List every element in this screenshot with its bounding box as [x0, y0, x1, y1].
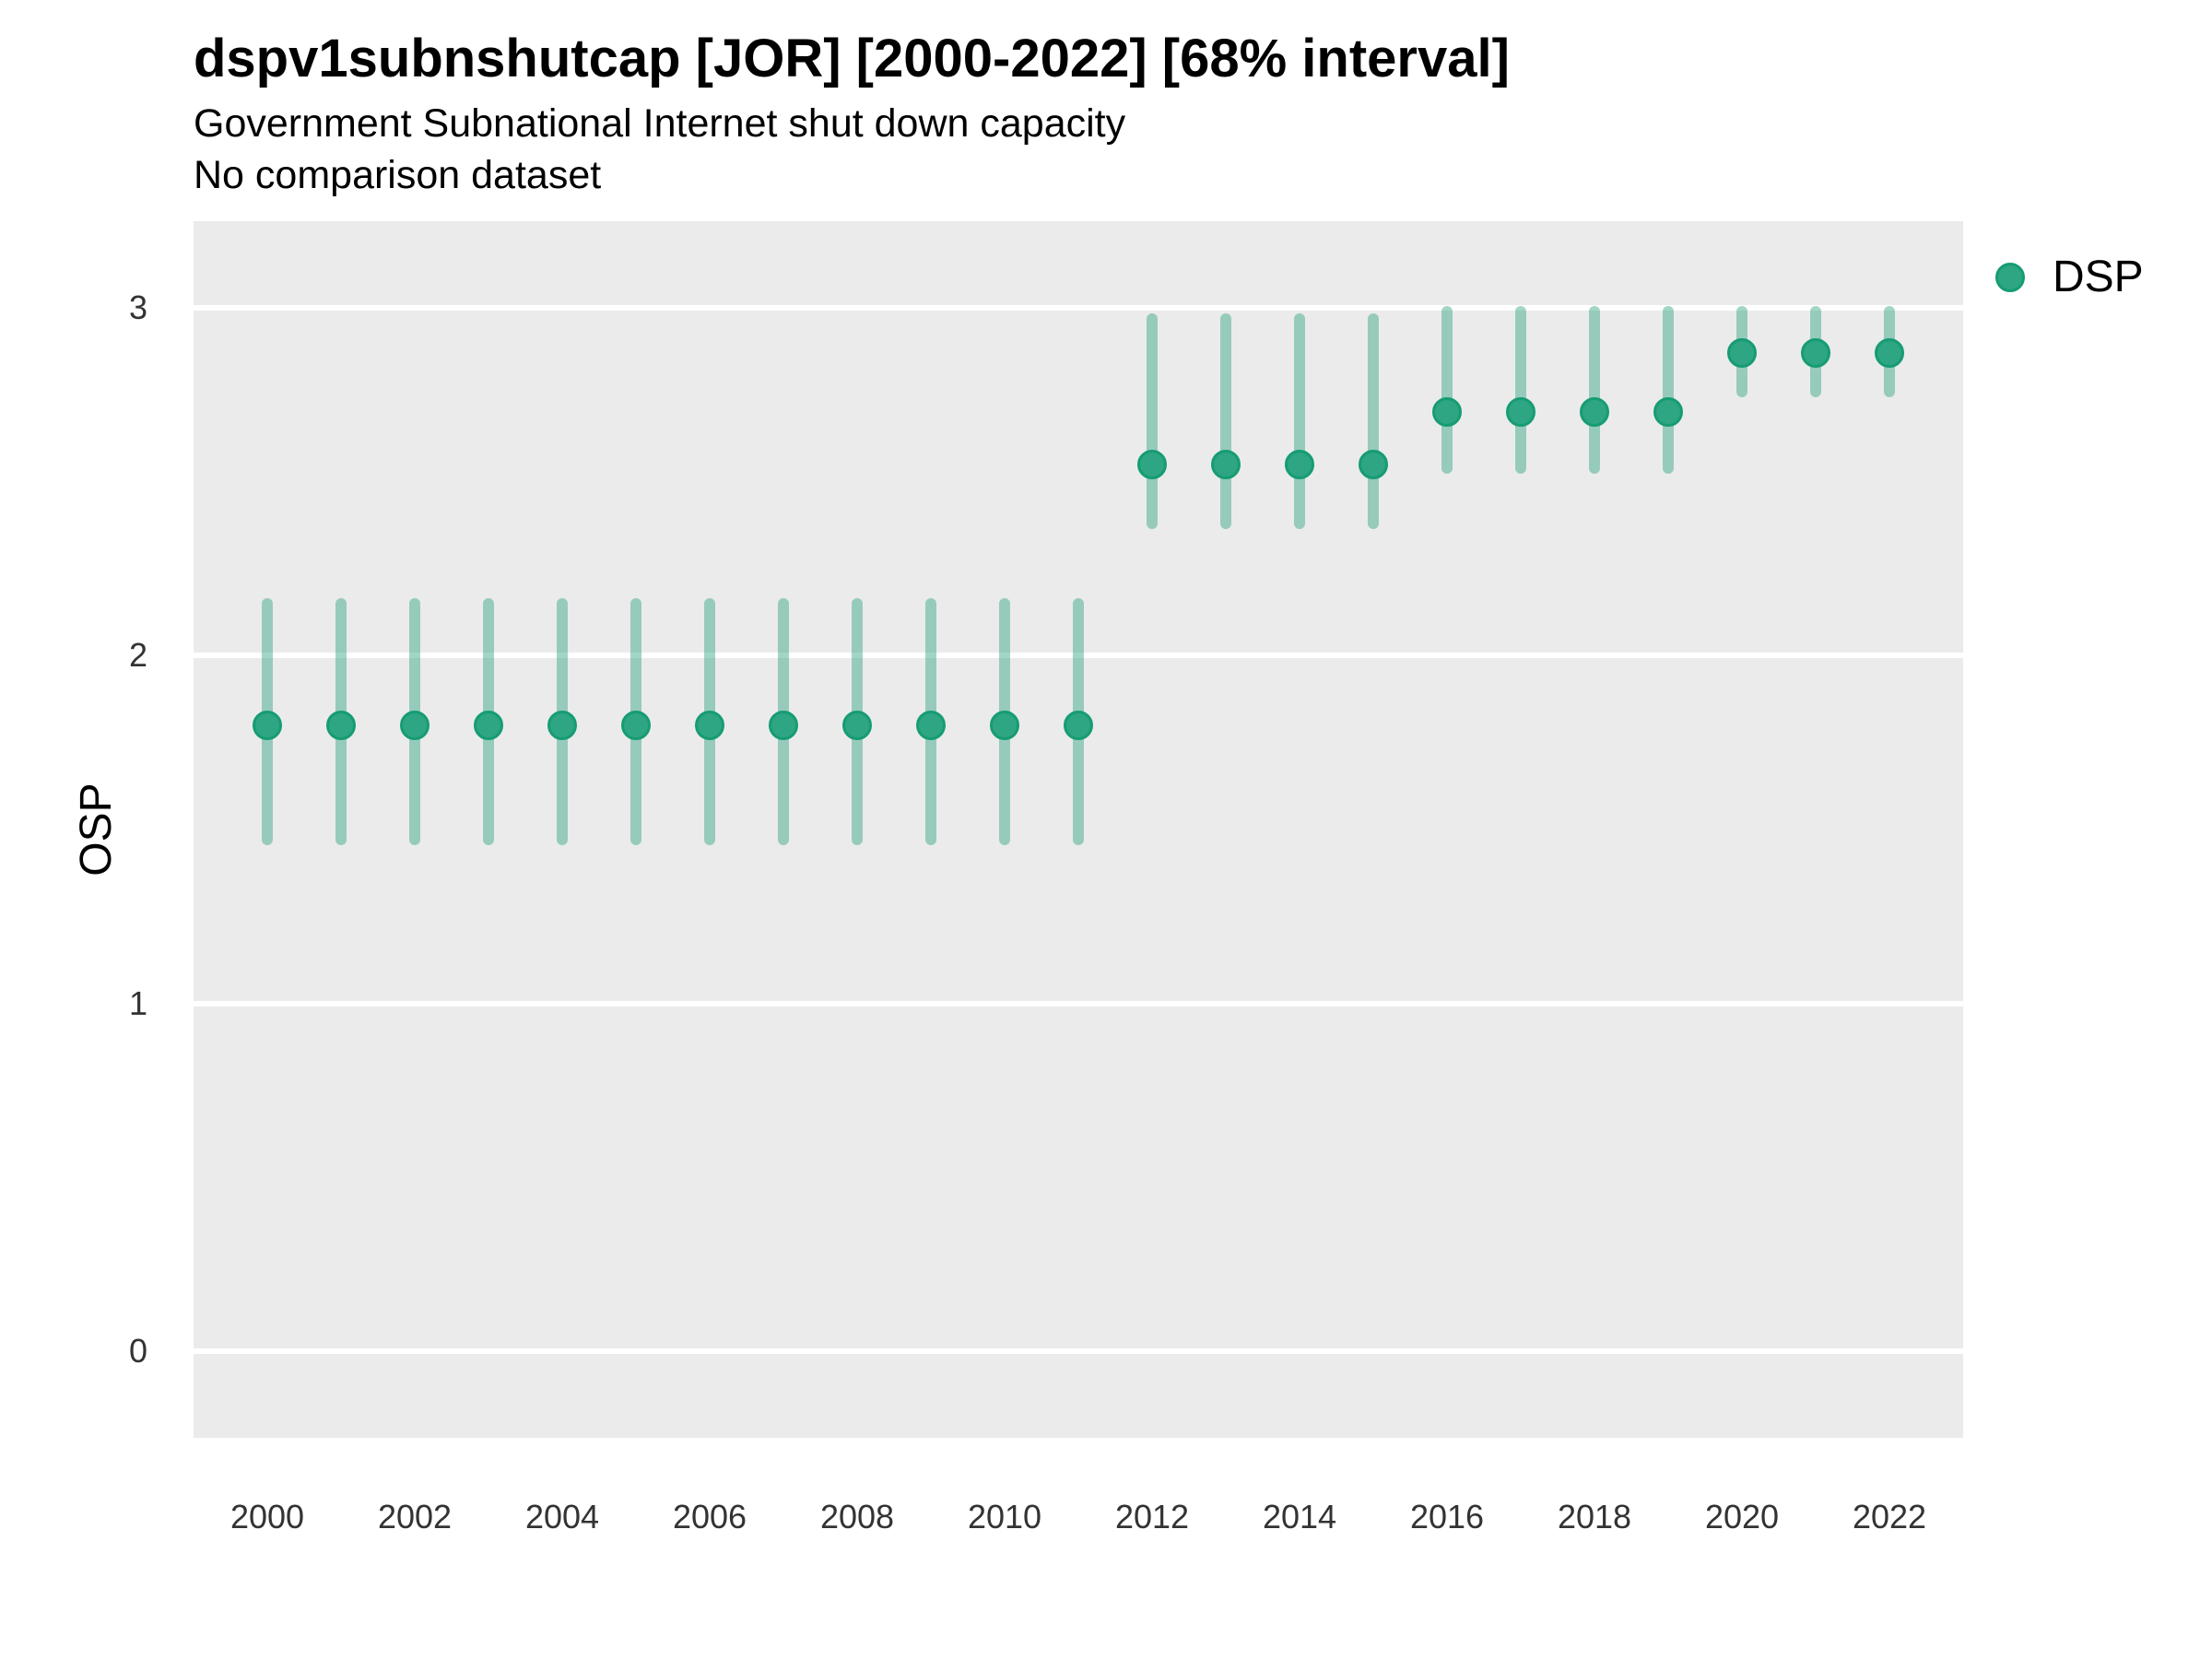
data-point-2006 — [695, 710, 724, 740]
data-point-2004 — [547, 710, 577, 740]
y-tick-label-1: 1 — [128, 983, 147, 1022]
data-point-2007 — [769, 710, 798, 740]
comparison-note: No comparison dataset — [194, 153, 602, 197]
data-point-2015 — [1359, 450, 1388, 479]
data-point-2019 — [1653, 397, 1683, 428]
interval-bar-2019 — [1663, 306, 1674, 474]
data-point-2016 — [1432, 397, 1462, 428]
data-point-2011 — [1064, 710, 1093, 740]
x-tick-label-2018: 2018 — [1557, 1498, 1632, 1535]
gridline-y-3 — [194, 305, 1963, 312]
interval-bar-2015 — [1368, 312, 1379, 530]
data-point-2002 — [400, 710, 429, 740]
x-tick-label-2016: 2016 — [1409, 1498, 1485, 1535]
x-tick-label-2014: 2014 — [1262, 1498, 1337, 1535]
x-tick-label-2004: 2004 — [524, 1498, 600, 1535]
data-point-2005 — [621, 710, 651, 740]
data-point-2014 — [1285, 450, 1314, 479]
data-point-2009 — [916, 710, 946, 740]
interval-bar-2014 — [1294, 312, 1305, 530]
y-tick-label-0: 0 — [128, 1331, 147, 1370]
data-point-2001 — [326, 710, 356, 740]
y-tick-label-2: 2 — [128, 636, 147, 675]
x-tick-label-2022: 2022 — [1852, 1498, 1927, 1535]
data-point-2010 — [990, 710, 1019, 740]
data-point-2017 — [1506, 397, 1535, 428]
legend-label: DSP — [2053, 253, 2144, 301]
gridline-y-0 — [194, 1347, 1963, 1354]
interval-bar-2016 — [1441, 306, 1453, 474]
interval-bar-2018 — [1589, 306, 1600, 474]
plot-panel — [194, 221, 1963, 1438]
legend-dot-icon — [1995, 263, 2025, 292]
x-tick-label-2006: 2006 — [672, 1498, 747, 1535]
y-axis-title: OSP — [72, 782, 121, 877]
data-point-2020 — [1727, 338, 1757, 369]
x-tick-label-2002: 2002 — [377, 1498, 453, 1535]
interval-bar-2012 — [1147, 312, 1158, 530]
page-subtitle: Government Subnational Internet shut dow… — [194, 101, 1126, 146]
data-point-2022 — [1875, 338, 1904, 369]
y-tick-label-3: 3 — [128, 288, 147, 327]
data-point-2008 — [842, 710, 872, 740]
data-point-2021 — [1801, 338, 1830, 369]
data-point-2012 — [1137, 450, 1167, 479]
x-tick-label-2020: 2020 — [1704, 1498, 1780, 1535]
interval-bar-2017 — [1515, 306, 1526, 474]
x-tick-label-2010: 2010 — [967, 1498, 1042, 1535]
interval-bar-2013 — [1220, 312, 1231, 530]
x-tick-label-2008: 2008 — [819, 1498, 895, 1535]
data-point-2003 — [474, 710, 503, 740]
gridline-y-1 — [194, 1000, 1963, 1006]
gridline-y-2 — [194, 653, 1963, 659]
data-point-2013 — [1211, 450, 1241, 479]
x-tick-label-2000: 2000 — [229, 1498, 305, 1535]
data-point-2018 — [1580, 397, 1609, 428]
page-title: dspv1subnshutcap [JOR] [2000-2022] [68% … — [194, 29, 1510, 88]
data-point-2000 — [253, 710, 282, 740]
x-tick-label-2012: 2012 — [1114, 1498, 1190, 1535]
